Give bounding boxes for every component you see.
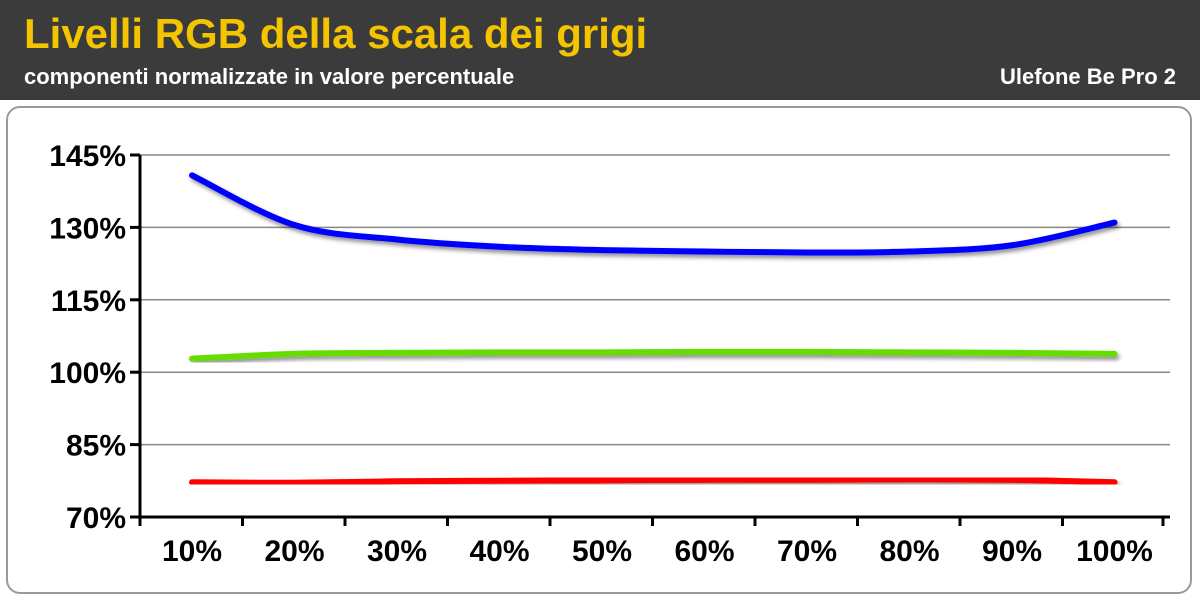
axes: 70% 85% 100% 115% 130% 145% 10% 20% 30% 40% 50% 60%… <box>49 140 1170 568</box>
x-tick-label: 60% <box>674 535 734 568</box>
x-tick-label: 90% <box>982 535 1042 568</box>
x-tick-label: 30% <box>367 535 427 568</box>
x-tick-label: 40% <box>469 535 529 568</box>
y-tick-label: 130% <box>49 212 126 245</box>
y-tick-label: 115% <box>51 285 126 318</box>
y-tick-label: 145% <box>49 140 126 173</box>
x-tick-label: 70% <box>777 535 837 568</box>
x-tick-label: 100% <box>1076 535 1153 568</box>
y-tick-label: 70% <box>66 502 126 535</box>
series-line-red <box>189 476 1118 486</box>
series-line-green <box>189 348 1118 362</box>
x-tick-label: 50% <box>572 535 632 568</box>
x-tick-label: 10% <box>162 535 222 568</box>
chart-subtitle: componenti normalizzate in valore percen… <box>24 64 515 89</box>
chart-title: Livelli RGB della scala dei grigi <box>24 10 648 57</box>
x-tick-label: 80% <box>879 535 939 568</box>
series-layer <box>189 172 1118 486</box>
series-line-blue <box>189 172 1118 256</box>
y-tick-label: 85% <box>66 430 126 463</box>
device-name: Ulefone Be Pro 2 <box>999 64 1176 89</box>
x-tick-label: 20% <box>264 535 324 568</box>
chart-header: Livelli RGB della scala dei grigi compon… <box>0 0 1200 100</box>
grid-lines <box>140 154 1170 446</box>
y-tick-label: 100% <box>49 357 126 390</box>
